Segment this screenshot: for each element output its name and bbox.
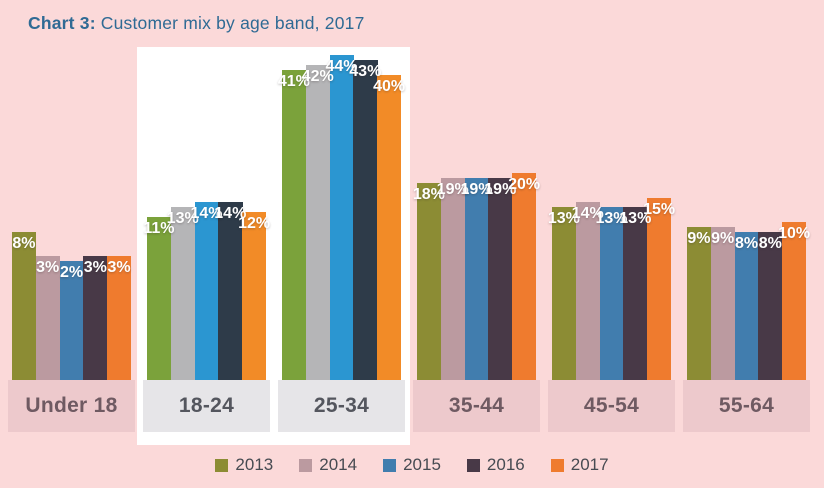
bar-2014-35-44 (440, 177, 466, 380)
bar-value-label: 3% (83, 259, 107, 277)
legend-swatch-icon (466, 458, 480, 472)
bar-value-label: 14% (571, 205, 604, 223)
bar-value-label: 3% (107, 259, 131, 277)
bar-2016-25-34 (353, 60, 378, 380)
legend-item-2016: 2016 (466, 455, 525, 475)
bar-2013-35-44 (417, 182, 442, 380)
bar-2013-under-18 (12, 231, 37, 380)
bar-value-label: 14% (190, 205, 223, 223)
bar-value-label: 13% (166, 210, 199, 228)
category-band-under-18: Under 18 (8, 380, 135, 432)
bar-value-label: 11% (143, 220, 175, 238)
legend-label: 2017 (570, 455, 609, 474)
legend-item-2015: 2015 (383, 455, 441, 475)
bar-2014-18-24 (170, 207, 196, 380)
bar-value-label: 13% (619, 210, 652, 228)
bar-value-label: 13% (595, 210, 628, 228)
bar-2013-25-34 (282, 70, 307, 380)
bar-value-label: 9% (711, 229, 735, 247)
bar-value-label: 20% (508, 176, 541, 193)
bar-2015-55-64 (734, 231, 759, 380)
bar-2015-under-18 (59, 261, 84, 380)
category-band-55-64: 55-64 (683, 380, 810, 432)
legend-label: 2016 (486, 455, 525, 474)
bar-2013-55-64 (687, 226, 712, 380)
bar-2015-18-24 (194, 202, 219, 380)
category-label: 25-34 (313, 394, 370, 417)
bar-2013-45-54 (552, 207, 577, 380)
chart-title: Chart 3: Customer mix by age band, 2017 (28, 13, 365, 34)
legend-swatch-icon (215, 458, 229, 472)
category-label: 35-44 (448, 394, 505, 417)
bar-value-label: 2% (59, 264, 84, 282)
legend-label: 2013 (235, 455, 274, 474)
category-band-18-24: 18-24 (143, 380, 270, 432)
bar-2017-25-34 (377, 75, 402, 380)
bar-value-label: 43% (349, 63, 382, 81)
category-label: 55-64 (718, 394, 775, 417)
bar-value-label: 15% (643, 200, 676, 218)
chart-title-prefix: Chart 3: (28, 13, 96, 33)
category-label: 18-24 (178, 394, 235, 417)
bar-value-label: 40% (373, 78, 406, 95)
category-label: 45-54 (583, 394, 640, 417)
bar-2015-25-34 (329, 55, 354, 380)
bar-2016-45-54 (623, 207, 648, 380)
bar-2017-18-24 (242, 212, 267, 380)
bar-2014-25-34 (305, 65, 331, 380)
bar-value-label: 10% (778, 225, 811, 242)
chart-title-text: Customer mix by age band, 2017 (100, 13, 365, 33)
bar-2017-55-64 (782, 222, 807, 380)
category-label: Under 18 (25, 394, 118, 417)
legend-item-2013: 2013 (215, 455, 273, 475)
category-band-25-34: 25-34 (278, 380, 405, 432)
bar-value-label: 19% (460, 180, 493, 198)
bar-2016-35-44 (488, 177, 513, 380)
bar-value-label: 14% (214, 205, 247, 223)
bar-value-label: 8% (758, 234, 782, 252)
bar-value-label: 3% (36, 259, 60, 277)
bar-value-label: 44% (325, 58, 358, 76)
bar-2013-18-24 (147, 217, 172, 380)
legend-swatch-icon (550, 458, 564, 472)
bar-2017-45-54 (647, 197, 672, 380)
bar-2014-under-18 (35, 256, 61, 380)
bar-2016-under-18 (83, 256, 108, 380)
category-band-45-54: 45-54 (548, 380, 675, 432)
legend: 2013 2014 2015 2016 2017 (0, 455, 824, 475)
legend-label: 2015 (403, 455, 441, 474)
bar-value-label: 12% (238, 215, 271, 233)
bar-value-label: 41% (277, 73, 310, 91)
bar-value-label: 19% (436, 180, 469, 198)
bar-value-label: 8% (12, 234, 36, 252)
legend-swatch-icon (299, 458, 313, 472)
bar-value-label: 13% (547, 210, 580, 228)
bar-2015-45-54 (599, 207, 624, 380)
bar-2017-35-44 (512, 173, 537, 380)
legend-item-2017: 2017 (550, 455, 609, 475)
bar-value-label: 19% (484, 180, 517, 198)
bar-2014-45-54 (575, 202, 601, 380)
bar-value-label: 8% (734, 234, 759, 252)
bar-2015-35-44 (464, 177, 489, 380)
bar-value-label: 9% (687, 229, 711, 247)
bar-value-label: 42% (301, 68, 334, 86)
legend-item-2014: 2014 (299, 455, 357, 475)
bar-2016-55-64 (758, 231, 783, 380)
legend-label: 2014 (319, 455, 358, 474)
legend-swatch-icon (383, 458, 397, 472)
bar-2014-55-64 (710, 226, 736, 380)
bar-2017-under-18 (107, 256, 132, 380)
category-band-35-44: 35-44 (413, 380, 540, 432)
bar-2016-18-24 (218, 202, 243, 380)
bar-value-label: 18% (412, 185, 445, 203)
